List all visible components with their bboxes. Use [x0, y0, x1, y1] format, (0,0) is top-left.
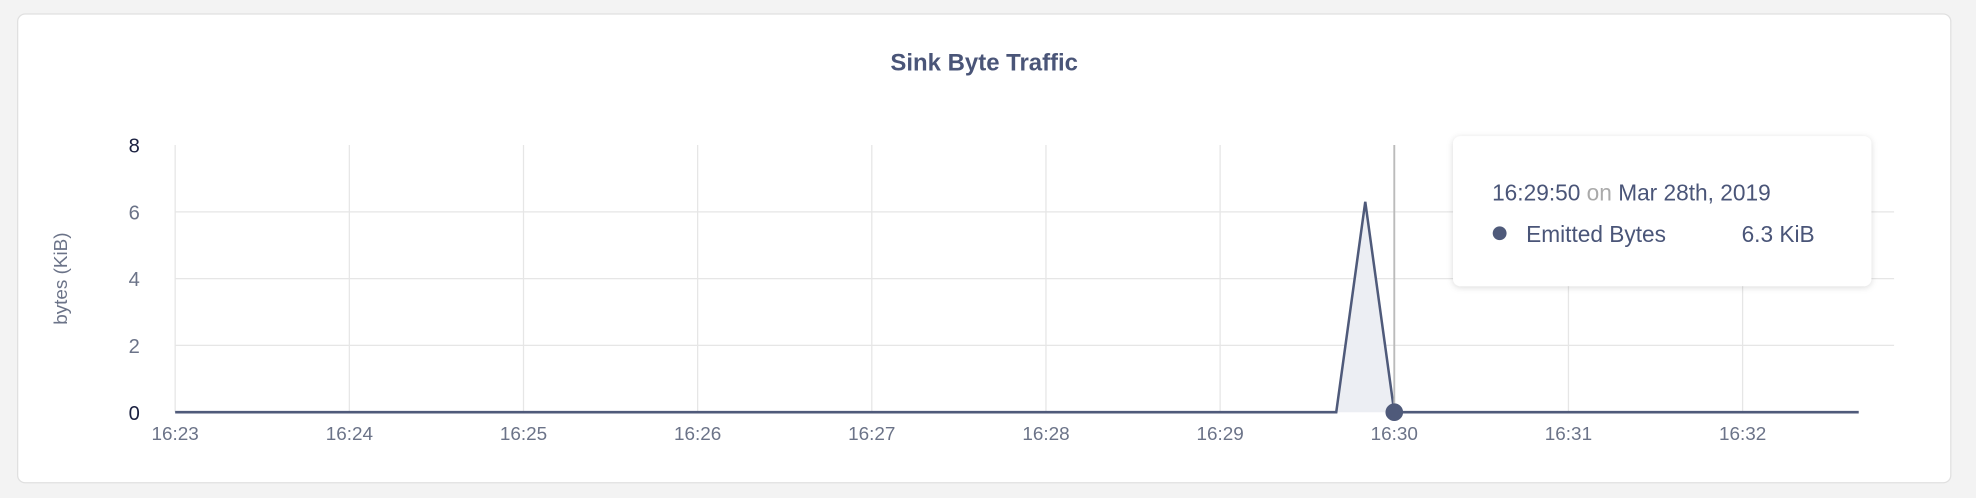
chart-card [17, 13, 1952, 484]
x-tick-label: 16:24 [326, 424, 373, 445]
y-tick-label: 4 [129, 269, 140, 291]
x-tick-label: 16:30 [1371, 424, 1418, 445]
x-tick-label: 16:29 [1196, 424, 1243, 445]
x-tick-label: 16:32 [1719, 424, 1766, 445]
tooltip-on: on [1587, 179, 1612, 205]
y-tick-label: 2 [129, 336, 140, 358]
tooltip-value: 6.3 KiB [1742, 221, 1815, 247]
chart-title: Sink Byte Traffic [890, 50, 1078, 77]
y-tick-label: 6 [129, 202, 140, 224]
tooltip-series-dot-icon [1492, 226, 1507, 241]
hover-point-marker [1385, 403, 1404, 422]
x-tick-label: 16:28 [1022, 424, 1069, 445]
x-tick-label: 16:26 [674, 424, 721, 445]
tooltip: 16:29:50 on Mar 28th, 2019 Emitted Bytes… [1453, 136, 1872, 287]
y-tick-label: 0 [129, 403, 140, 425]
x-tick-label: 16:27 [848, 424, 895, 445]
tooltip-date: Mar 28th, 2019 [1618, 179, 1771, 205]
y-tick-label: 8 [129, 136, 140, 158]
x-tick-label: 16:25 [500, 424, 547, 445]
series-line [175, 201, 1859, 414]
tooltip-time: 16:29:50 [1492, 179, 1580, 205]
tooltip-box [1453, 136, 1872, 287]
x-tick-label: 16:23 [152, 424, 199, 445]
tooltip-series-name: Emitted Bytes [1526, 221, 1666, 247]
x-tick-label: 16:31 [1545, 424, 1592, 445]
y-axis-label: bytes (KiB) [51, 232, 72, 324]
svg-text:16:29:50 on Mar 28: 16:29:50 on Mar 28th, 2019 [1492, 179, 1771, 205]
